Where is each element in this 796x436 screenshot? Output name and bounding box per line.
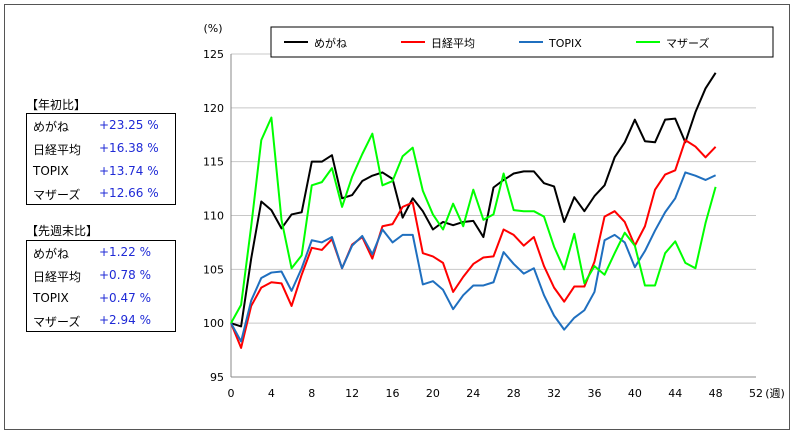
wow-row: 日経平均 +0.78 % <box>27 264 175 287</box>
x-tick-label: 4 <box>268 387 275 400</box>
ytd-row: TOPIX +13.74 % <box>27 160 175 183</box>
ytd-name: マザーズ <box>33 188 81 203</box>
ytd-table: めがね +23.25 % 日経平均 +16.38 % TOPIX +13.74 % マ… <box>26 113 176 205</box>
y-tick-label: 105 <box>203 263 224 276</box>
ytd-title: 【年初比】 <box>26 98 87 112</box>
y-tick-label: 115 <box>203 156 224 169</box>
x-tick-label: 32 <box>547 387 561 400</box>
x-tick-label: 8 <box>308 387 315 400</box>
ytd-row: めがね +23.25 % <box>27 114 175 137</box>
series-line <box>230 116 717 324</box>
ytd-value: +13.74 % <box>99 163 159 178</box>
x-tick-label: 12 <box>345 387 359 400</box>
wow-name: TOPIX <box>33 290 69 305</box>
wow-value: +0.78 % <box>99 267 151 282</box>
x-tick-label: 40 <box>628 387 642 400</box>
x-axis-label: (週) <box>765 387 785 400</box>
wow-title: 【先週末比】 <box>26 224 99 238</box>
y-tick-label: 110 <box>203 210 224 223</box>
legend-label: 日経平均 <box>431 37 475 50</box>
x-tick-label: 48 <box>709 387 723 400</box>
ytd-row: マザーズ +12.66 % <box>27 182 175 205</box>
wow-value: +1.22 % <box>99 245 151 259</box>
x-tick-label: 0 <box>228 387 235 400</box>
ytd-name: 日経平均 <box>33 142 82 157</box>
legend-label: めがね <box>314 36 347 50</box>
ytd-row: 日経平均 +16.38 % <box>27 137 175 160</box>
wow-name: マザーズ <box>33 315 81 330</box>
x-tick-label: 24 <box>466 387 480 400</box>
wow-value: +2.94 % <box>99 313 151 328</box>
wow-table: めがね +1.22 % 日経平均 +0.78 % TOPIX +0.47 % マザーズ… <box>26 240 176 332</box>
y-tick-label: 120 <box>203 102 224 115</box>
ytd-value: +16.38 % <box>99 140 159 155</box>
wow-row: マザーズ +2.94 % <box>27 309 175 332</box>
wow-name: 日経平均 <box>33 269 82 284</box>
y-tick-label: 100 <box>203 317 224 330</box>
x-tick-label: 52 <box>749 387 763 400</box>
series-line <box>230 72 717 328</box>
x-tick-label: 36 <box>587 387 601 400</box>
series-line <box>230 171 717 343</box>
ytd-name: TOPIX <box>33 163 69 178</box>
y-axis-label: (%) <box>203 22 222 35</box>
wow-row: めがね +1.22 % <box>27 241 175 264</box>
x-tick-label: 20 <box>426 387 440 400</box>
x-tick-label: 16 <box>386 387 400 400</box>
ytd-value: +23.25 % <box>99 118 159 132</box>
y-tick-label: 125 <box>203 48 224 61</box>
y-tick-label: 95 <box>210 371 224 384</box>
x-tick-label: 44 <box>668 387 682 400</box>
ytd-name: めがね <box>33 120 70 134</box>
legend-label: マザーズ <box>666 36 709 50</box>
legend-label: TOPIX <box>548 37 582 50</box>
wow-row: TOPIX +0.47 % <box>27 287 175 310</box>
x-tick-label: 28 <box>507 387 521 400</box>
ytd-value: +12.66 % <box>99 186 159 201</box>
chart-frame <box>4 4 790 430</box>
wow-name: めがね <box>33 247 70 261</box>
wow-value: +0.47 % <box>99 290 151 305</box>
